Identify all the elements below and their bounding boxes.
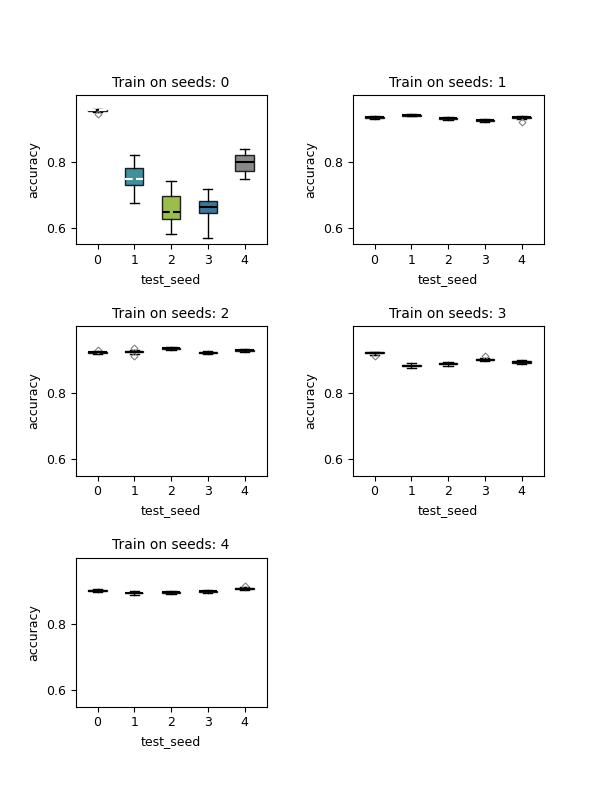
PathPatch shape	[512, 117, 531, 118]
PathPatch shape	[199, 352, 217, 353]
Title: Train on seeds: 2: Train on seeds: 2	[112, 307, 230, 321]
X-axis label: test_seed: test_seed	[141, 272, 201, 286]
PathPatch shape	[162, 592, 180, 593]
PathPatch shape	[88, 352, 107, 353]
PathPatch shape	[199, 591, 217, 592]
PathPatch shape	[88, 590, 107, 592]
PathPatch shape	[125, 352, 144, 353]
Y-axis label: accuracy: accuracy	[304, 372, 317, 430]
PathPatch shape	[199, 202, 217, 213]
X-axis label: test_seed: test_seed	[141, 735, 201, 748]
PathPatch shape	[365, 117, 384, 118]
PathPatch shape	[402, 364, 420, 366]
PathPatch shape	[162, 196, 180, 218]
X-axis label: test_seed: test_seed	[418, 272, 478, 286]
Title: Train on seeds: 4: Train on seeds: 4	[112, 538, 230, 552]
PathPatch shape	[439, 363, 457, 364]
PathPatch shape	[475, 120, 494, 121]
PathPatch shape	[236, 155, 254, 171]
PathPatch shape	[402, 114, 420, 116]
PathPatch shape	[475, 359, 494, 360]
PathPatch shape	[162, 348, 180, 349]
Title: Train on seeds: 0: Train on seeds: 0	[112, 76, 230, 90]
PathPatch shape	[125, 168, 144, 186]
Title: Train on seeds: 1: Train on seeds: 1	[390, 76, 507, 90]
PathPatch shape	[236, 350, 254, 351]
Title: Train on seeds: 3: Train on seeds: 3	[390, 307, 507, 321]
PathPatch shape	[236, 588, 254, 589]
PathPatch shape	[439, 118, 457, 119]
PathPatch shape	[125, 592, 144, 593]
Y-axis label: accuracy: accuracy	[27, 372, 40, 430]
X-axis label: test_seed: test_seed	[418, 504, 478, 517]
Y-axis label: accuracy: accuracy	[304, 141, 317, 198]
PathPatch shape	[88, 110, 107, 111]
Y-axis label: accuracy: accuracy	[27, 603, 40, 661]
Y-axis label: accuracy: accuracy	[27, 141, 40, 198]
PathPatch shape	[512, 361, 531, 363]
X-axis label: test_seed: test_seed	[141, 504, 201, 517]
